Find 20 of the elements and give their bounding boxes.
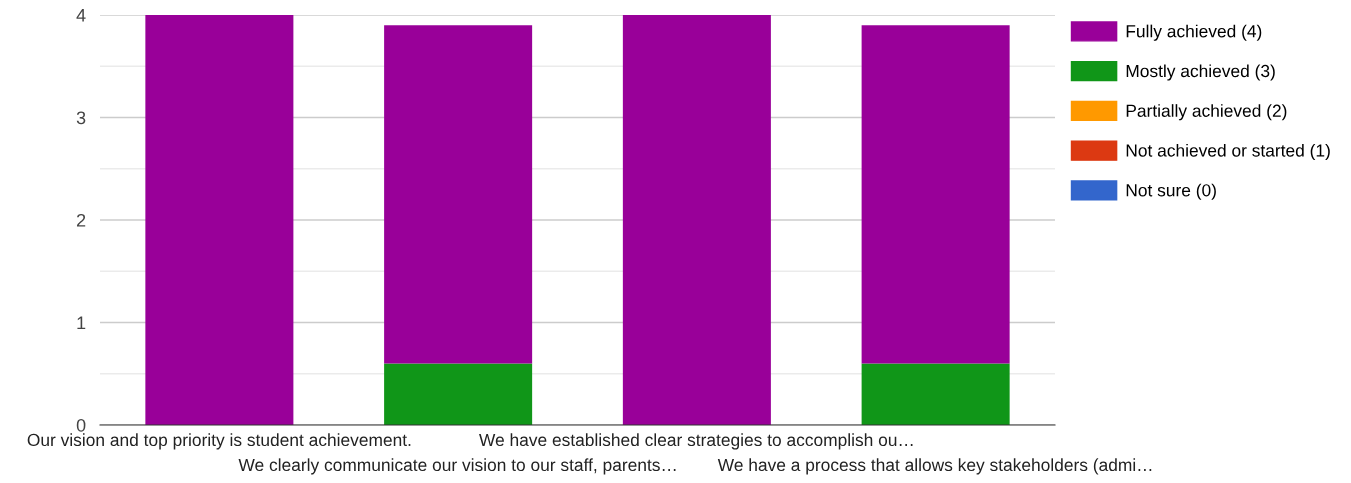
legend-label: Not sure (0) [1126,183,1216,200]
bar [384,25,533,364]
legend-label: Partially achieved (2) [1126,104,1287,121]
legend-label: Mostly achieved (3) [1126,64,1275,81]
legend-label: Not achieved or started (1) [1126,143,1330,161]
y-tick-label: 0 [76,418,86,432]
bar [145,15,294,425]
x-tick-label: We have a process that allows key stakeholders (admi… [717,458,1152,475]
bar [384,363,533,425]
legend-label: Fully achieved (4) [1126,24,1262,41]
x-tick-label: We clearly communicate our vision to our staff, parents… [238,458,676,475]
x-tick-label: Our vision and top priority is student achievement. [27,433,411,450]
y-tick-label: 4 [76,9,86,22]
y-tick-label: 3 [76,111,86,125]
y-tick-label: 2 [76,213,86,227]
x-tick-label: We have established clear strategies to accomplish ou… [479,433,913,450]
bar [861,25,1010,364]
y-tick-label: 1 [77,316,86,330]
bar [861,363,1010,425]
bar [622,15,771,425]
